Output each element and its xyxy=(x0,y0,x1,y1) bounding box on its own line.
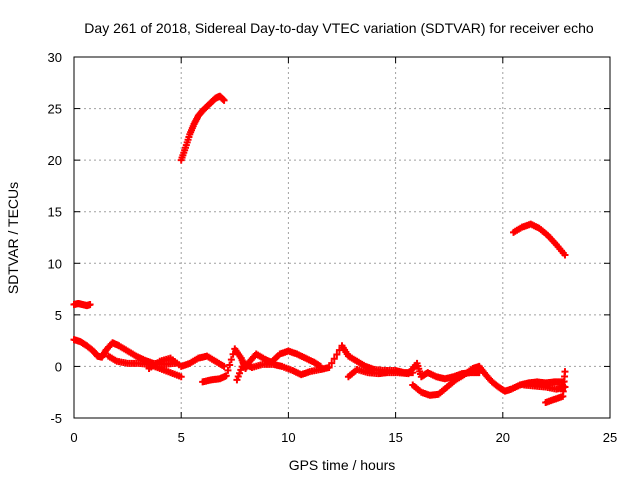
data-point xyxy=(220,96,228,104)
y-tick-label: 10 xyxy=(48,256,62,271)
data-point xyxy=(86,301,94,309)
y-tick-label: 20 xyxy=(48,153,62,168)
x-tick-label: 20 xyxy=(496,430,510,445)
data-point xyxy=(325,363,333,371)
x-tick-label: 5 xyxy=(178,430,185,445)
y-tick-label: -5 xyxy=(50,411,62,426)
y-axis-label: SDTVAR / TECUs xyxy=(5,182,21,294)
x-tick-label: 15 xyxy=(388,430,402,445)
data-point xyxy=(220,362,228,370)
data-point xyxy=(561,368,569,376)
data-points xyxy=(70,92,569,407)
data-point xyxy=(224,366,232,374)
chart-title: Day 261 of 2018, Sidereal Day-to-day VTE… xyxy=(84,20,594,36)
data-point xyxy=(177,373,185,381)
data-point xyxy=(330,355,338,363)
x-tick-label: 10 xyxy=(281,430,295,445)
x-tick-label: 0 xyxy=(70,430,77,445)
x-axis-label: GPS time / hours xyxy=(289,457,396,473)
y-tick-label: 15 xyxy=(48,205,62,220)
axis-ticks: 0 5 10 15 20 25 -5 0 5 10 15 20 25 30 xyxy=(48,50,618,445)
data-point xyxy=(328,359,336,367)
y-tick-label: 25 xyxy=(48,102,62,117)
grid-lines xyxy=(74,57,610,418)
plot-frame xyxy=(73,56,611,419)
y-tick-label: 30 xyxy=(48,50,62,65)
y-tick-label: 5 xyxy=(55,308,62,323)
data-point xyxy=(561,251,569,259)
x-tick-label: 25 xyxy=(603,430,617,445)
data-point xyxy=(227,356,235,364)
y-tick-label: 0 xyxy=(55,359,62,374)
data-point xyxy=(226,361,234,369)
data-point xyxy=(333,350,341,358)
data-point xyxy=(222,372,230,380)
